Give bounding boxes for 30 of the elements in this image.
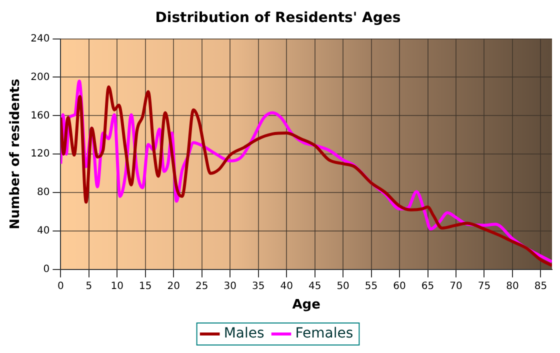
x-tick-label: 50 (336, 280, 350, 292)
x-tick-label: 30 (224, 280, 236, 292)
x-tick-label: 75 (478, 280, 491, 292)
x-tick-label: 5 (86, 280, 92, 292)
x-tick-label: 80 (506, 280, 519, 292)
x-tick-label: 70 (450, 280, 462, 292)
y-tick-label: 80 (36, 187, 50, 198)
y-tick-label: 0 (43, 264, 50, 275)
x-tick-label: 85 (534, 280, 548, 292)
x-tick-label: 65 (421, 280, 434, 292)
y-tick-label: 120 (30, 148, 50, 160)
x-tick-label: 55 (364, 280, 378, 292)
y-tick-label: 40 (36, 226, 50, 237)
legend-label: Females (295, 326, 354, 342)
x-axis-title: Age (292, 298, 321, 313)
x-tick-label: 10 (110, 280, 124, 292)
x-tick-label: 25 (196, 280, 208, 292)
y-tick-label: 160 (30, 110, 50, 122)
y-axis-title: Number of residents (8, 78, 24, 230)
chart-title: Distribution of Residents' Ages (155, 10, 401, 26)
x-tick-label: 35 (252, 280, 265, 292)
x-tick-label: 60 (393, 280, 406, 292)
x-tick-label: 0 (58, 280, 64, 292)
legend-label: Males (224, 326, 264, 342)
x-tick-label: 15 (139, 280, 152, 292)
x-tick-label: 20 (167, 280, 180, 292)
y-tick-label: 200 (30, 72, 50, 83)
y-tick-label: 240 (30, 33, 50, 44)
x-tick-label: 45 (308, 280, 322, 292)
x-tick-label: 40 (280, 280, 293, 292)
